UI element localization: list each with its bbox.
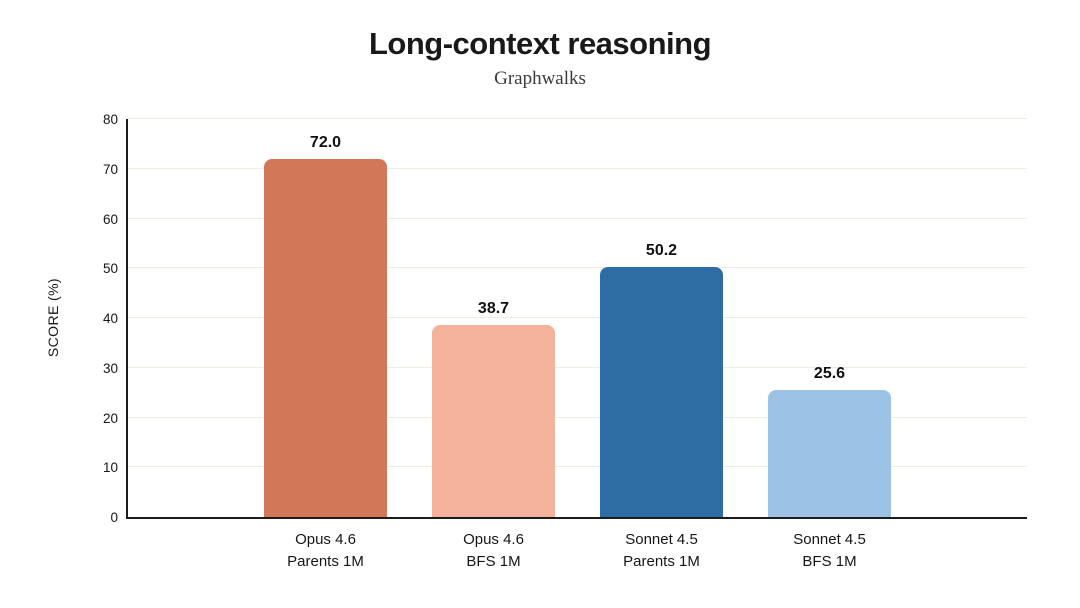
bar-1	[264, 158, 387, 517]
plot-area: 72.0 38.7 50.2 25.6	[126, 118, 1027, 519]
gridline-20	[128, 416, 1027, 418]
x-tick-label-4: Sonnet 4.5 BFS 1M	[746, 529, 914, 573]
bar-3	[600, 267, 723, 517]
bar-2	[432, 324, 555, 517]
y-axis-title-box: SCORE (%)	[40, 119, 66, 517]
x-tick-line2: BFS 1M	[466, 553, 521, 570]
x-tick-label-1: Opus 4.6 Parents 1M	[242, 529, 410, 573]
chart-title: Long-context reasoning	[368, 26, 712, 61]
gridline-70	[128, 167, 1027, 169]
x-tick-line2: Parents 1M	[287, 553, 364, 570]
bar-group-4: 25.6	[746, 119, 914, 517]
y-tick-40: 40	[102, 311, 118, 326]
gridline-50	[128, 267, 1027, 269]
x-tick-line2: BFS 1M	[802, 553, 857, 570]
gridline-40	[128, 317, 1027, 318]
y-tick-20: 20	[102, 410, 118, 426]
y-axis-title: SCORE (%)	[45, 278, 61, 358]
bar-4	[768, 389, 891, 517]
bar-group-3: 50.2	[578, 119, 746, 517]
y-tick-80: 80	[102, 112, 118, 127]
x-tick-label-2: Opus 4.6 BFS 1M	[410, 529, 578, 573]
y-tick-30: 30	[102, 360, 118, 376]
x-tick-line1: Sonnet 4.5	[793, 531, 866, 548]
y-tick-10: 10	[102, 460, 118, 476]
y-axis-line	[126, 119, 128, 519]
x-tick-line1: Opus 4.6	[295, 531, 356, 548]
y-tick-0: 0	[110, 510, 118, 525]
x-tick-label-3: Sonnet 4.5 Parents 1M	[578, 529, 746, 573]
bar-group-2: 38.7	[410, 119, 578, 517]
x-tick-line1: Opus 4.6	[463, 531, 524, 548]
gridline-60	[128, 217, 1027, 219]
y-tick-50: 50	[102, 261, 118, 277]
bar-group-1: 72.0	[242, 119, 410, 517]
x-labels: Opus 4.6 Parents 1M Opus 4.6 BFS 1M Sonnet 4…	[128, 529, 1027, 573]
bar-value-label-4: 25.6	[813, 364, 846, 382]
gridline-30	[128, 366, 1027, 368]
x-tick-line2: Parents 1M	[623, 553, 700, 570]
bar-value-label-1: 72.0	[309, 133, 342, 151]
y-tick-60: 60	[102, 211, 118, 227]
y-tick-labels: 0 10 20 30 40 50 60 70 80	[84, 112, 118, 525]
bar-value-label-2: 38.7	[477, 299, 510, 317]
bars: 72.0 38.7 50.2 25.6	[128, 119, 1027, 517]
bar-value-label-3: 50.2	[645, 242, 678, 260]
gridline-80	[128, 118, 1027, 119]
y-tick-70: 70	[102, 161, 118, 177]
chart-subtitle: Graphwalks	[494, 68, 586, 89]
x-tick-line1: Sonnet 4.5	[625, 531, 698, 548]
x-axis-line	[126, 517, 1027, 519]
gridline-10	[128, 466, 1027, 468]
